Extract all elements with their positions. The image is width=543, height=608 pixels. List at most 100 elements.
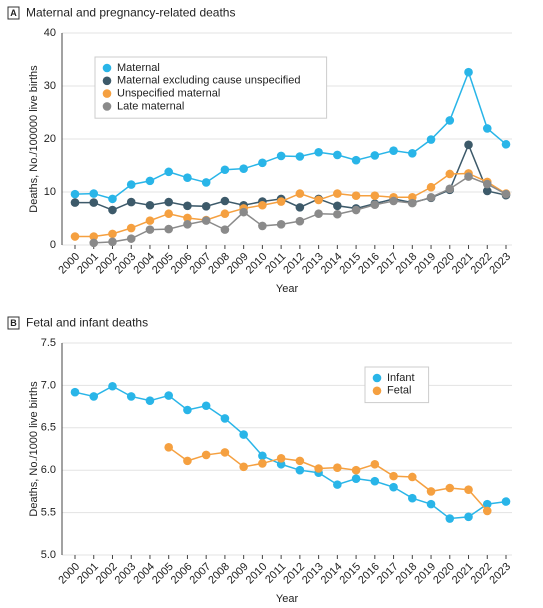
- data-point: [501, 189, 511, 199]
- data-point: [351, 465, 361, 475]
- data-point: [426, 487, 436, 496]
- data-point: [258, 459, 267, 468]
- y-tick-label: 5.5: [41, 507, 56, 519]
- data-point: [89, 198, 99, 207]
- legend-marker: [372, 373, 382, 383]
- y-tick-label: 6.0: [41, 464, 56, 476]
- data-point: [70, 387, 80, 397]
- data-point: [426, 499, 436, 509]
- data-point: [126, 223, 136, 233]
- data-point: [333, 480, 342, 489]
- data-point: [108, 237, 117, 247]
- data-point: [314, 209, 323, 219]
- data-point: [145, 216, 155, 225]
- data-point: [164, 197, 173, 207]
- data-point: [183, 173, 192, 182]
- data-point: [126, 392, 136, 401]
- series-line: [74, 385, 507, 520]
- panel-label: B: [10, 318, 17, 328]
- data-point: [108, 205, 117, 215]
- legend-label: Maternal: [117, 62, 160, 74]
- data-point: [351, 474, 361, 483]
- data-point: [108, 381, 117, 391]
- data-point: [351, 205, 361, 215]
- data-point: [164, 209, 173, 219]
- chart-title: Maternal and pregnancy-related deaths: [26, 6, 235, 20]
- data-point: [89, 232, 99, 241]
- data-point: [164, 443, 173, 452]
- data-point: [445, 483, 455, 493]
- data-point: [482, 124, 492, 133]
- data-point: [145, 200, 155, 210]
- panel-label-box: [7, 6, 20, 20]
- data-point: [201, 178, 211, 187]
- legend-box: [94, 56, 328, 119]
- data-point: [464, 140, 473, 150]
- data-point: [239, 430, 248, 439]
- y-tick-label: 40: [44, 27, 56, 39]
- data-point: [183, 201, 192, 211]
- data-point: [89, 392, 99, 401]
- data-point: [333, 150, 342, 160]
- data-point: [108, 194, 117, 204]
- y-tick-label: 7.5: [41, 337, 56, 349]
- data-point: [183, 405, 192, 415]
- data-point: [408, 472, 417, 482]
- data-point: [239, 462, 248, 472]
- y-axis-label: Deaths, No./100000 live births: [28, 65, 40, 213]
- y-tick-label: 30: [44, 80, 56, 92]
- data-point: [70, 232, 80, 241]
- data-point: [389, 471, 398, 481]
- y-tick-label: 0: [50, 239, 56, 251]
- data-point: [482, 186, 492, 196]
- chart-title: Fetal and infant deaths: [26, 316, 148, 330]
- data-point: [295, 152, 305, 161]
- legend-marker: [102, 76, 112, 86]
- legend-marker: [102, 102, 112, 111]
- data-point: [70, 198, 80, 207]
- data-point: [389, 482, 398, 492]
- data-point: [426, 193, 436, 202]
- data-point: [164, 391, 173, 400]
- data-point: [164, 224, 173, 234]
- y-tick-label: 6.5: [41, 422, 56, 434]
- data-point: [126, 180, 136, 189]
- panel-label: A: [10, 8, 17, 18]
- data-point: [445, 514, 455, 523]
- data-point: [464, 172, 473, 181]
- data-point: [501, 140, 511, 149]
- data-point: [389, 196, 398, 206]
- data-point: [276, 454, 286, 463]
- legend-label: Unspecified maternal: [117, 88, 220, 100]
- legend-label: Late maternal: [117, 100, 184, 112]
- data-point: [333, 463, 342, 472]
- data-point: [89, 189, 99, 198]
- data-point: [501, 497, 511, 506]
- data-point: [445, 116, 455, 125]
- data-point: [482, 179, 492, 189]
- data-point: [295, 189, 305, 198]
- data-point: [276, 459, 286, 469]
- data-point: [145, 225, 155, 234]
- data-point: [408, 493, 417, 503]
- data-point: [220, 209, 230, 219]
- data-point: [295, 203, 305, 212]
- data-point: [276, 220, 286, 229]
- data-point: [295, 456, 305, 466]
- data-point: [314, 195, 323, 205]
- x-tick-label: 2023: [487, 251, 513, 277]
- data-point: [426, 135, 436, 144]
- data-point: [145, 396, 155, 405]
- data-point: [239, 207, 248, 217]
- x-axis-label: Year: [276, 283, 299, 295]
- data-point: [220, 448, 230, 457]
- data-point: [183, 456, 192, 466]
- data-point: [201, 401, 211, 411]
- legend-label: Fetal: [387, 385, 411, 397]
- data-point: [464, 67, 473, 77]
- data-point: [370, 459, 380, 469]
- data-point: [258, 221, 267, 231]
- data-point: [201, 216, 211, 225]
- legend-marker: [102, 89, 112, 98]
